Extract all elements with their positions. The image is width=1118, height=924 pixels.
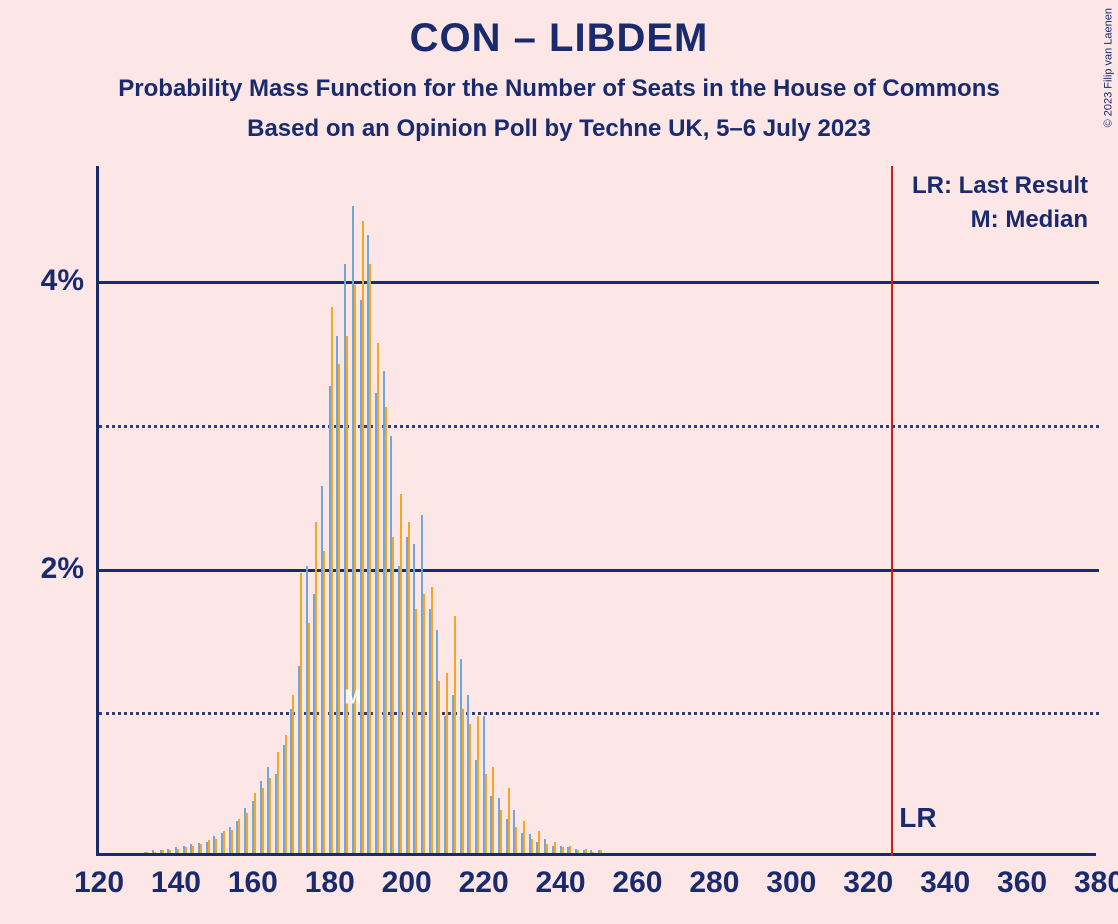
pmf-bar bbox=[423, 594, 425, 853]
pmf-bar bbox=[400, 494, 402, 853]
pmf-bar bbox=[215, 839, 217, 853]
pmf-bar bbox=[231, 830, 233, 853]
pmf-bar bbox=[392, 537, 394, 853]
x-axis-label: 380 bbox=[1074, 866, 1118, 900]
pmf-bar bbox=[592, 852, 594, 853]
pmf-bar bbox=[300, 573, 302, 853]
pmf-bar bbox=[246, 813, 248, 853]
x-axis-label: 140 bbox=[151, 866, 201, 900]
x-axis-label: 300 bbox=[766, 866, 816, 900]
x-axis-label: 280 bbox=[689, 866, 739, 900]
pmf-bar bbox=[585, 849, 587, 853]
pmf-bar bbox=[223, 831, 225, 853]
y-axis-label: 4% bbox=[41, 264, 84, 298]
grid-minor bbox=[99, 425, 1099, 428]
pmf-bar bbox=[369, 264, 371, 853]
grid-major bbox=[99, 281, 1099, 284]
pmf-bar bbox=[277, 752, 279, 853]
pmf-bar bbox=[515, 827, 517, 853]
legend-last-result: LR: Last Result bbox=[912, 172, 1088, 200]
x-axis-label: 320 bbox=[843, 866, 893, 900]
pmf-bar bbox=[292, 695, 294, 853]
pmf-bar bbox=[177, 849, 179, 853]
chart-title: CON – LIBDEM bbox=[0, 0, 1118, 61]
pmf-bar bbox=[562, 847, 564, 853]
grid-major bbox=[99, 569, 1099, 572]
pmf-bar bbox=[154, 852, 156, 853]
x-axis-label: 180 bbox=[305, 866, 355, 900]
chart-subtitle: Probability Mass Function for the Number… bbox=[0, 75, 1118, 103]
pmf-bar bbox=[415, 609, 417, 853]
last-result-marker: LR bbox=[899, 802, 936, 834]
pmf-bar bbox=[523, 821, 525, 853]
pmf-bar bbox=[600, 850, 602, 853]
pmf-bar bbox=[192, 846, 194, 853]
pmf-bar bbox=[238, 819, 240, 854]
pmf-bar bbox=[485, 774, 487, 853]
pmf-bar bbox=[508, 788, 510, 853]
pmf-bar bbox=[200, 844, 202, 853]
pmf-bar bbox=[554, 842, 556, 854]
pmf-bar bbox=[538, 831, 540, 853]
pmf-bar bbox=[377, 343, 379, 853]
pmf-bar bbox=[331, 307, 333, 853]
pmf-bar bbox=[438, 681, 440, 854]
pmf-bar bbox=[569, 846, 571, 853]
x-axis-label: 240 bbox=[536, 866, 586, 900]
chart-source: Based on an Opinion Poll by Techne UK, 5… bbox=[0, 115, 1118, 143]
last-result-line bbox=[891, 166, 893, 856]
pmf-bar bbox=[431, 587, 433, 853]
pmf-bar bbox=[454, 616, 456, 853]
pmf-bar bbox=[308, 623, 310, 853]
plot-container: LR: Last Result M: Median 2%4%1201401601… bbox=[96, 166, 1118, 856]
pmf-bar bbox=[323, 551, 325, 853]
pmf-bar bbox=[469, 724, 471, 853]
pmf-bar bbox=[285, 735, 287, 853]
pmf-bar bbox=[577, 850, 579, 853]
plot-area: LR: Last Result M: Median 2%4%1201401601… bbox=[96, 166, 1096, 856]
pmf-bar bbox=[146, 852, 148, 853]
pmf-bar bbox=[262, 788, 264, 853]
grid-minor bbox=[99, 712, 1099, 715]
pmf-bar bbox=[385, 407, 387, 853]
y-axis-label: 2% bbox=[41, 552, 84, 586]
pmf-bar bbox=[492, 767, 494, 853]
pmf-bar bbox=[354, 285, 356, 853]
pmf-bar bbox=[408, 522, 410, 853]
pmf-bar bbox=[169, 850, 171, 853]
x-axis-label: 220 bbox=[459, 866, 509, 900]
pmf-bar bbox=[462, 709, 464, 853]
copyright-notice: © 2023 Filip van Laenen bbox=[1102, 8, 1114, 127]
pmf-bar bbox=[446, 673, 448, 853]
legend-median: M: Median bbox=[971, 206, 1088, 234]
pmf-bar bbox=[254, 793, 256, 853]
pmf-bar bbox=[500, 810, 502, 853]
pmf-bar bbox=[185, 847, 187, 853]
x-axis-label: 360 bbox=[997, 866, 1047, 900]
pmf-bar bbox=[531, 839, 533, 853]
pmf-bar bbox=[546, 844, 548, 853]
pmf-bar bbox=[477, 716, 479, 853]
pmf-bar bbox=[162, 850, 164, 853]
x-axis-label: 160 bbox=[228, 866, 278, 900]
pmf-bar bbox=[338, 364, 340, 853]
pmf-bar bbox=[346, 336, 348, 854]
pmf-bar bbox=[269, 778, 271, 853]
pmf-bar bbox=[315, 522, 317, 853]
pmf-bar bbox=[362, 221, 364, 854]
x-axis-label: 340 bbox=[920, 866, 970, 900]
x-axis-label: 260 bbox=[612, 866, 662, 900]
x-axis-label: 120 bbox=[74, 866, 124, 900]
pmf-bar bbox=[208, 840, 210, 853]
x-axis-label: 200 bbox=[382, 866, 432, 900]
